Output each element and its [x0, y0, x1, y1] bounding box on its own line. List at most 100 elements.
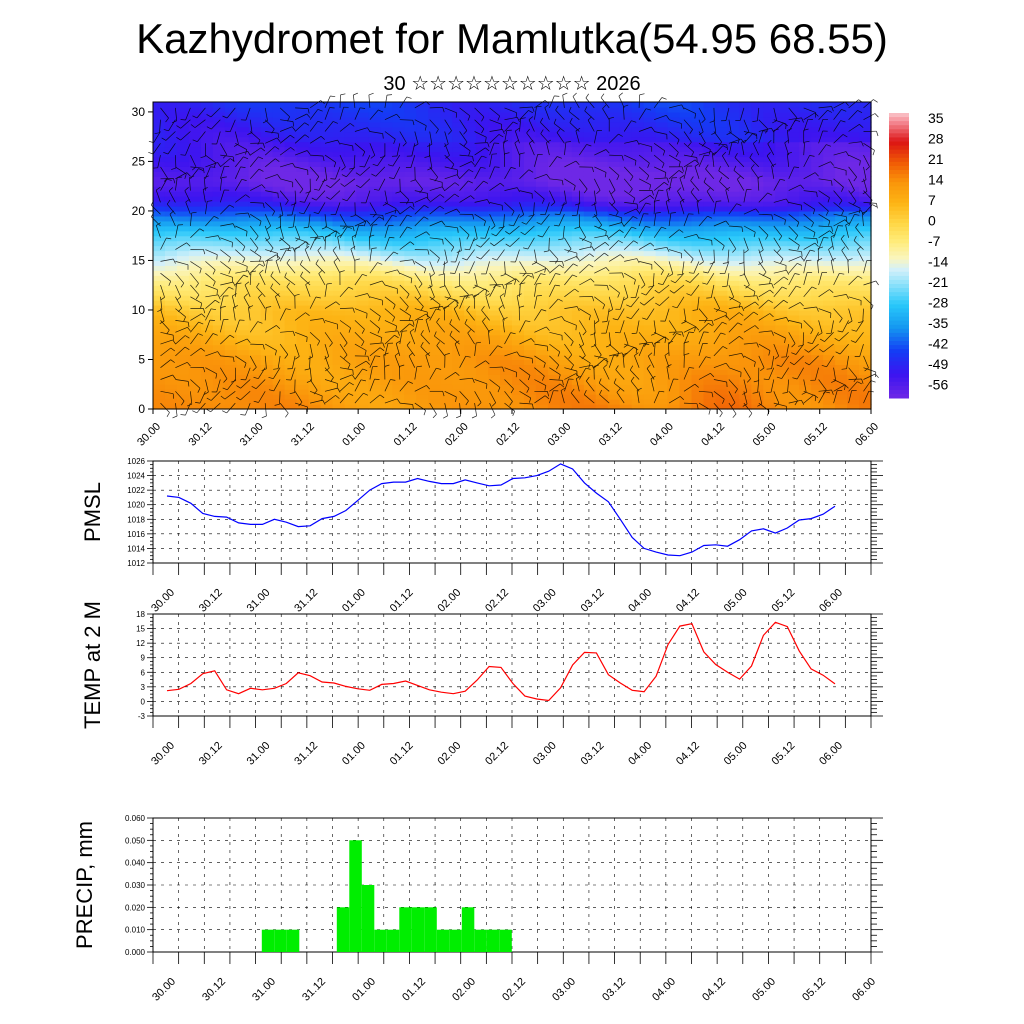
heatmap-cell [655, 404, 669, 410]
heatmap-cell [847, 240, 860, 247]
heatmap-cell [751, 235, 764, 242]
heatmap-cell [452, 359, 465, 366]
wind-barb [160, 237, 167, 250]
heatmap-cell [523, 324, 537, 331]
heatmap-cell [859, 270, 872, 276]
wind-barb-flag [456, 208, 461, 214]
heatmap-cell [416, 290, 429, 296]
heatmap-cell [380, 111, 393, 118]
heatmap-cell [428, 225, 441, 232]
heatmap-cell [847, 136, 860, 143]
heatmap-cell [416, 146, 429, 153]
heatmap-cell [320, 220, 334, 227]
heatmap-cell [200, 131, 214, 138]
heatmap-cell [153, 339, 166, 346]
heatmap-cell [595, 344, 609, 351]
heatmap-cell [727, 265, 740, 271]
wind-barb [235, 150, 248, 156]
wind-barb-flag [166, 412, 170, 417]
heatmap-cell [799, 220, 812, 227]
heatmap-cell [679, 171, 693, 177]
heatmap-cell [859, 295, 872, 301]
wind-barb-flag [412, 202, 415, 208]
heatmap-cell [488, 106, 501, 113]
wind-barb [205, 249, 218, 256]
heatmap-cell [344, 151, 358, 158]
heatmap-cell [440, 319, 453, 326]
heatmap-cell [811, 250, 824, 257]
heatmap-cell [272, 250, 286, 257]
heatmap-cell [512, 290, 525, 296]
heatmap-cell [236, 166, 250, 172]
heatmap-cell [392, 285, 405, 291]
heatmap-cell [739, 245, 752, 252]
heatmap-cell [583, 116, 597, 123]
wind-barb-flag [187, 362, 191, 367]
heatmap-cell [284, 290, 298, 296]
heatmap-cell [667, 265, 681, 271]
heatmap-cell [452, 235, 465, 242]
heatmap-cell [859, 196, 872, 202]
heatmap-cell [500, 255, 513, 262]
heatmap-cell [464, 270, 477, 276]
heatmap-cell [344, 290, 358, 296]
heatmap-cell [583, 285, 597, 291]
heatmap-cell [583, 220, 597, 227]
wind-barb-flag [315, 176, 320, 181]
wind-barb-flag [382, 133, 384, 139]
heatmap-cell [200, 374, 214, 380]
heatmap-cell [715, 225, 728, 232]
heatmap-cell [823, 151, 836, 158]
wind-barb-flag [380, 337, 383, 343]
wind-barb-flag [270, 271, 274, 277]
heatmap-cell [523, 389, 537, 395]
heatmap-cell [799, 305, 812, 311]
wind-barb [459, 143, 471, 152]
heatmap-cell [500, 309, 513, 316]
wind-barb-flag [362, 151, 366, 157]
heatmap-cell [452, 374, 465, 380]
heatmap-cell [308, 369, 322, 375]
wind-barb [309, 136, 322, 144]
heatmap-cell [272, 374, 286, 380]
heatmap-cell [380, 394, 393, 400]
heatmap-cell [296, 374, 310, 380]
wind-barb-flag [393, 251, 399, 255]
heatmap-cell [583, 201, 597, 207]
heatmap-cell [595, 220, 609, 227]
heatmap-cell [500, 280, 513, 286]
heatmap-cell [571, 215, 585, 222]
heatmap-cell [260, 275, 274, 281]
heatmap-cell [212, 349, 226, 356]
heatmap-cell [488, 171, 501, 177]
heatmap-cell [523, 151, 537, 158]
heatmap-cell [236, 102, 250, 108]
heatmap-cell [344, 280, 358, 286]
heatmap-cell [320, 314, 334, 321]
heatmap-cell [356, 290, 369, 296]
heatmap-cell [488, 166, 501, 172]
heatmap-cell [679, 220, 693, 227]
wind-barb-flag [240, 414, 246, 416]
heatmap-cell [153, 201, 166, 207]
wind-barb [519, 106, 533, 109]
heatmap-cell [715, 230, 728, 237]
wind-barb [481, 309, 490, 321]
heatmap-cell [583, 305, 597, 311]
wind-barb-flag [306, 150, 311, 155]
heatmap-cell [320, 151, 334, 158]
heatmap-cell [500, 205, 513, 212]
heatmap-cell [476, 314, 489, 321]
heatmap-cell [751, 314, 764, 321]
heatmap-cell [607, 285, 621, 291]
heatmap-cell [739, 379, 752, 385]
wind-barb [489, 119, 502, 125]
heatmap-cell [248, 349, 262, 356]
heatmap-cell [547, 349, 561, 356]
heatmap-cell [176, 121, 190, 128]
heatmap-cell [751, 280, 764, 286]
heatmap-cell [428, 295, 441, 301]
heatmap-cell [583, 309, 597, 316]
heatmap-cell [751, 359, 764, 366]
heatmap-cell [583, 161, 597, 167]
